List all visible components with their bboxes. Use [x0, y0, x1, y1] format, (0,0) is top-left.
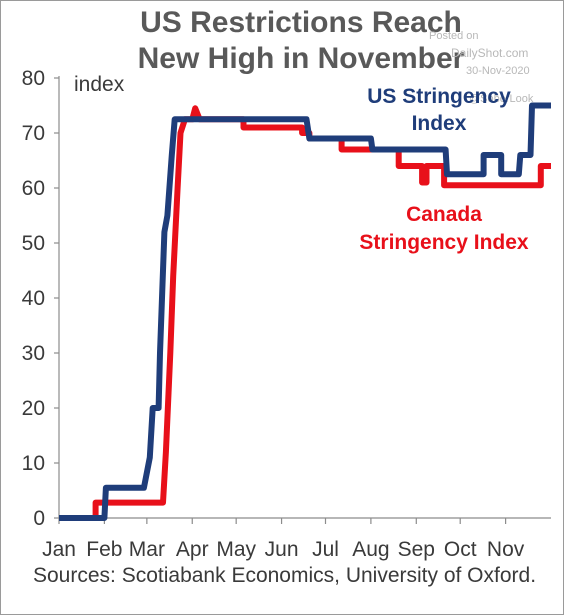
- x-tick-label: Nov: [487, 538, 525, 561]
- x-tick-label: Jan: [42, 538, 76, 561]
- series-line-us: [59, 106, 551, 519]
- y-axis-unit-label: index: [74, 73, 125, 96]
- y-tick-label: 10: [22, 452, 45, 475]
- series-label-canada: Stringency Index: [359, 231, 529, 254]
- y-tick-label: 60: [22, 177, 45, 200]
- x-tick-label: Jul: [312, 538, 339, 561]
- y-tick-label: 80: [22, 67, 45, 90]
- source-note: Sources: Scotiabank Economics, Universit…: [33, 562, 553, 589]
- x-tick-label: Oct: [444, 538, 477, 561]
- y-tick-label: 0: [33, 507, 45, 530]
- y-tick-label: 30: [22, 342, 45, 365]
- series-label-canada: Canada: [406, 203, 482, 226]
- x-tick-label: May: [216, 538, 256, 561]
- y-tick-label: 20: [22, 397, 45, 420]
- x-tick-label: Mar: [129, 538, 165, 561]
- x-tick-label: Aug: [352, 538, 389, 561]
- series-label-us: US Stringency: [367, 85, 511, 108]
- series-line-canada: [59, 108, 551, 518]
- line-chart: 0 10 20 30 40 50 60 70 80 index Jan Feb Mar Apr May Jun…: [1, 1, 563, 561]
- series-lines: [59, 106, 551, 519]
- y-tick-label: 70: [22, 122, 45, 145]
- y-tick-label: 50: [22, 232, 45, 255]
- series-label-us: Index: [412, 112, 467, 135]
- axes: 0 10 20 30 40 50 60 70 80 index Jan Feb Mar Apr May Jun…: [22, 67, 551, 561]
- x-tick-label: Feb: [86, 538, 122, 561]
- x-tick-label: Sep: [398, 538, 435, 561]
- x-tick-label: Jun: [265, 538, 299, 561]
- x-tick-label: Apr: [176, 538, 209, 561]
- y-tick-label: 40: [22, 287, 45, 310]
